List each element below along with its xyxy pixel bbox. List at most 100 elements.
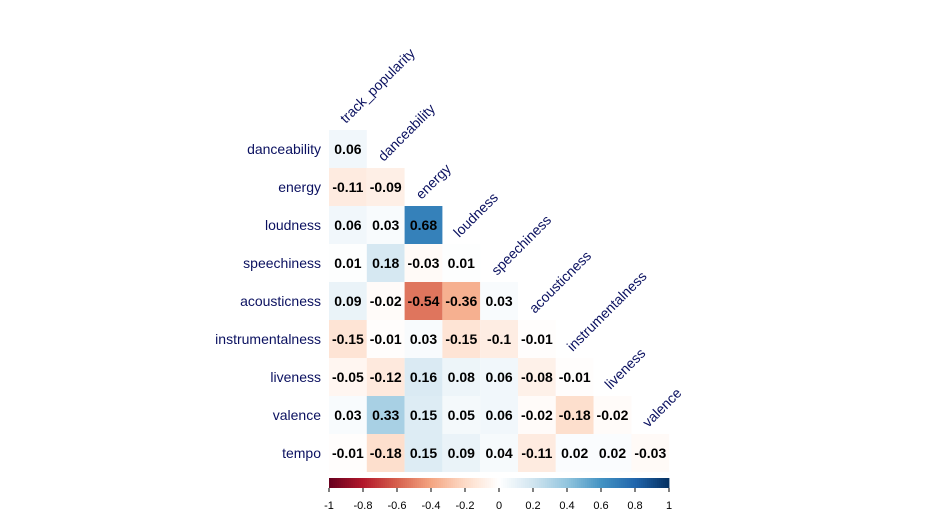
colorbar-segment	[605, 478, 608, 488]
colorbar-segment	[423, 478, 426, 488]
colorbar-segment	[395, 478, 398, 488]
colorbar-segment	[391, 478, 394, 488]
colorbar-segment	[355, 478, 358, 488]
column-label: valence	[639, 385, 685, 431]
cell-value: 0.06	[485, 407, 512, 423]
colorbar-segment	[429, 478, 432, 488]
colorbar-segment	[469, 478, 472, 488]
heatmap-cell	[404, 358, 443, 396]
colorbar-segment	[615, 478, 618, 488]
colorbar-segment	[399, 478, 402, 488]
heatmap-cell	[442, 358, 481, 396]
cell-value: -0.08	[521, 369, 553, 385]
colorbar-segment	[389, 478, 392, 488]
colorbar-segment	[635, 478, 638, 488]
colorbar-segment	[409, 478, 412, 488]
colorbar-segment	[591, 478, 594, 488]
heatmap-cell	[404, 282, 443, 320]
cell-value: -0.03	[408, 255, 440, 271]
colorbar-segment	[421, 478, 424, 488]
colorbar-segment	[447, 478, 450, 488]
cell-value: -0.11	[521, 445, 552, 461]
colorbar-tick-label: 1	[666, 500, 672, 512]
colorbar-segment	[493, 478, 496, 488]
colorbar-segment	[407, 478, 410, 488]
colorbar-segment	[427, 478, 430, 488]
colorbar-segment	[541, 478, 544, 488]
colorbar-segment	[485, 478, 488, 488]
colorbar-segment	[555, 478, 558, 488]
colorbar-segment	[397, 478, 400, 488]
colorbar-segment	[533, 478, 536, 488]
colorbar-segment	[501, 478, 504, 488]
cell-value: 0.15	[410, 407, 437, 423]
cell-value: 0.06	[485, 369, 512, 385]
cell-value: 0.03	[410, 331, 437, 347]
colorbar-tick-label: -0.4	[422, 500, 441, 512]
colorbar-segment	[523, 478, 526, 488]
cell-value: -0.03	[634, 445, 666, 461]
colorbar-segment	[585, 478, 588, 488]
heatmap-cell	[518, 396, 556, 434]
heatmap-cell	[480, 396, 518, 434]
heatmap-cell	[518, 320, 556, 358]
column-label: instrumentalness	[564, 268, 650, 354]
colorbar-segment	[461, 478, 464, 488]
colorbar-segment	[441, 478, 444, 488]
colorbar-segment	[383, 478, 386, 488]
cell-value: 0.06	[334, 141, 361, 157]
colorbar-segment	[459, 478, 462, 488]
cell-value: -0.02	[370, 293, 402, 309]
colorbar-segment	[613, 478, 616, 488]
colorbar-segment	[377, 478, 380, 488]
column-label: track_popularity	[337, 45, 418, 126]
cell-value: 0.03	[372, 217, 399, 233]
colorbar-segment	[545, 478, 548, 488]
colorbar-segment	[597, 478, 600, 488]
cell-value: 0.16	[410, 369, 437, 385]
colorbar-segment	[625, 478, 628, 488]
colorbar-segment	[335, 478, 338, 488]
cell-value: -0.15	[445, 331, 477, 347]
colorbar-segment	[345, 478, 348, 488]
cell-value: -0.18	[370, 445, 402, 461]
colorbar-segment	[633, 478, 636, 488]
heatmap-cell	[404, 244, 443, 282]
row-labels: danceability energy loudness speechiness aco…	[215, 141, 321, 461]
cell-value: -0.02	[597, 407, 629, 423]
colorbar-segment	[629, 478, 632, 488]
colorbar-tick-label: 0.4	[559, 500, 574, 512]
colorbar-segment	[341, 478, 344, 488]
colorbar-segment	[431, 478, 434, 488]
column-label: energy	[412, 161, 454, 203]
cell-value: 0.01	[334, 255, 361, 271]
colorbar-segment	[347, 478, 350, 488]
colorbar-segment	[627, 478, 630, 488]
heatmap-cell	[442, 282, 481, 320]
colorbar-segment	[631, 478, 634, 488]
colorbar-tick-label: 0.2	[525, 500, 540, 512]
colorbar-segment	[667, 478, 670, 488]
heatmap-cell	[480, 358, 518, 396]
colorbar-segment	[595, 478, 598, 488]
heatmap-cell	[366, 320, 405, 358]
colorbar-segment	[425, 478, 428, 488]
column-label: loudness	[450, 189, 501, 240]
heatmap-cell	[631, 434, 670, 472]
colorbar-segment	[553, 478, 556, 488]
colorbar-segment	[449, 478, 452, 488]
colorbar-segment	[569, 478, 572, 488]
heatmap-cell	[404, 434, 443, 472]
colorbar-segment	[589, 478, 592, 488]
colorbar-segment	[515, 478, 518, 488]
colorbar-segment	[463, 478, 466, 488]
colorbar-segment	[511, 478, 514, 488]
heatmap-cell	[518, 434, 556, 472]
colorbar-tick-label: 0.8	[627, 500, 642, 512]
colorbar-segment	[387, 478, 390, 488]
heatmap-cell	[329, 130, 367, 168]
colorbar-segment	[535, 478, 538, 488]
cell-value: -0.05	[332, 369, 364, 385]
row-label: instrumentalness	[215, 331, 321, 347]
colorbar-segment	[375, 478, 378, 488]
